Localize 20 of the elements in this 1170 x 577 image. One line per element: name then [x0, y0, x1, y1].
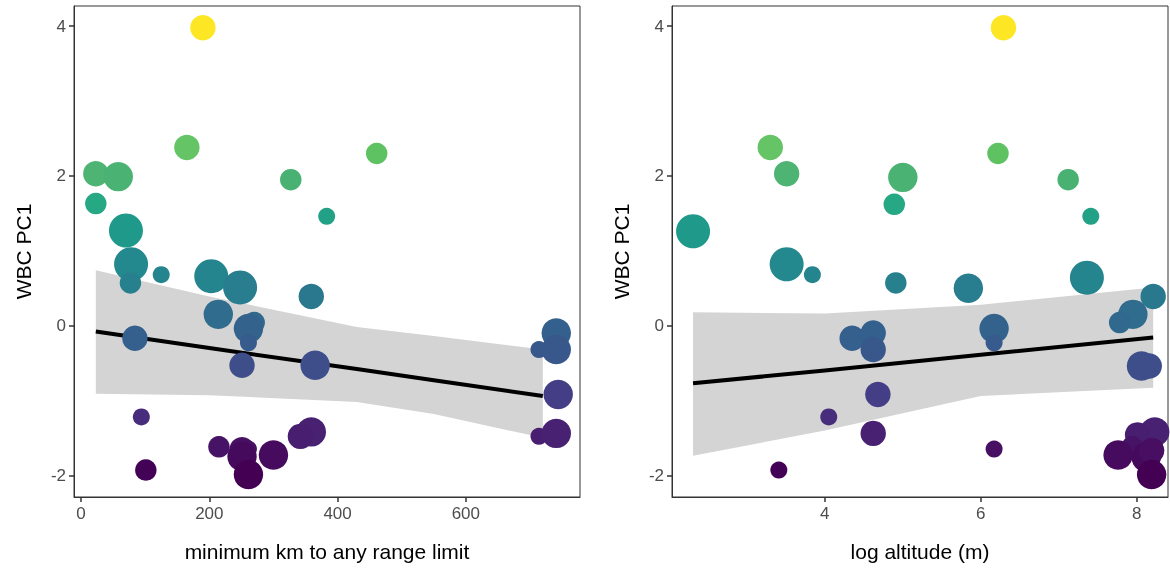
y-tick-label: 4	[56, 16, 66, 36]
y-tick-label: -2	[648, 465, 664, 485]
x-tick-label: 8	[1132, 504, 1142, 523]
x-tick-label: 200	[195, 504, 224, 523]
x-axis-title: minimum km to any range limit	[184, 540, 470, 563]
x-tick-label: 400	[323, 504, 352, 523]
y-tick-label: 0	[56, 316, 66, 336]
y-tick-label: 2	[56, 166, 66, 186]
x-axis-title: log altitude (m)	[850, 540, 990, 563]
y-tick-label: -2	[50, 465, 66, 485]
x-tick-label: 0	[76, 504, 86, 523]
y-axis-title: WBC PC1	[610, 203, 633, 300]
y-axis-title: WBC PC1	[12, 203, 35, 300]
y-tick-label: 2	[654, 166, 664, 186]
x-tick-label: 4	[820, 504, 830, 523]
y-tick-label: 0	[654, 316, 664, 336]
x-tick-label: 600	[451, 504, 481, 523]
line-series	[691, 335, 1156, 386]
x-tick-label: 6	[976, 504, 986, 523]
y-tick-label: 4	[654, 16, 664, 36]
